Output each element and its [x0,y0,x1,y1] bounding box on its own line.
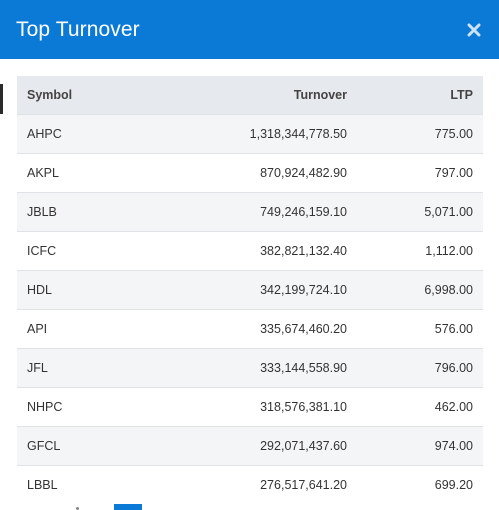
cell-ltp: 797.00 [434,165,473,180]
close-icon [467,23,481,36]
cell-symbol: GFCL [27,438,61,453]
table-row[interactable]: HDL 342,199,724.10 6,998.00 [17,270,483,309]
modal-title: Top Turnover [16,17,140,41]
cell-symbol: HDL [27,282,53,297]
close-button[interactable] [463,19,485,41]
modal-header: Top Turnover [0,0,499,59]
pager-indicator [76,507,79,510]
cell-ltp: 796.00 [434,360,473,375]
cell-turnover: 342,199,724.10 [260,282,347,297]
table-row[interactable]: GFCL 292,071,437.60 974.00 [17,426,483,465]
cell-turnover: 318,576,381.10 [260,399,347,414]
cell-turnover: 292,071,437.60 [260,438,347,453]
cell-turnover: 749,246,159.10 [260,204,347,219]
column-header-ltp[interactable]: LTP [450,87,473,102]
cell-symbol: LBBL [27,477,58,492]
turnover-table: Symbol Turnover LTP AHPC 1,318,344,778.50… [17,76,483,504]
cell-ltp: 699.20 [434,477,473,492]
cell-symbol: AHPC [27,126,62,141]
cell-turnover: 276,517,641.20 [260,477,347,492]
cell-ltp: 974.00 [434,438,473,453]
cell-symbol: JBLB [27,204,57,219]
cell-turnover: 870,924,482.90 [260,165,347,180]
table-row[interactable]: LBBL 276,517,641.20 699.20 [17,465,483,504]
scroll-edge-marker [0,84,3,114]
column-header-turnover[interactable]: Turnover [293,87,347,102]
cell-symbol: JFL [27,360,48,375]
cell-ltp: 6,998.00 [424,282,473,297]
cell-symbol: API [27,321,48,336]
pager-current-page[interactable] [114,504,142,510]
column-header-symbol[interactable]: Symbol [27,87,73,102]
cell-symbol: NHPC [27,399,63,414]
table-header-row: Symbol Turnover LTP [17,76,483,114]
table-row[interactable]: JBLB 749,246,159.10 5,071.00 [17,192,483,231]
cell-turnover: 333,144,558.90 [260,360,347,375]
table-row[interactable]: AKPL 870,924,482.90 797.00 [17,153,483,192]
table-row[interactable]: API 335,674,460.20 576.00 [17,309,483,348]
cell-ltp: 1,112.00 [425,243,473,258]
cell-turnover: 382,821,132.40 [260,243,347,258]
cell-ltp: 462.00 [434,399,473,414]
cell-symbol: ICFC [27,243,57,258]
table-row[interactable]: ICFC 382,821,132.40 1,112.00 [17,231,483,270]
turnover-table-container: Symbol Turnover LTP AHPC 1,318,344,778.50… [17,76,483,504]
table-row[interactable]: JFL 333,144,558.90 796.00 [17,348,483,387]
cell-ltp: 576.00 [434,321,473,336]
table-row[interactable]: AHPC 1,318,344,778.50 775.00 [17,114,483,153]
cell-turnover: 1,318,344,778.50 [249,126,347,141]
cell-symbol: AKPL [27,165,59,180]
cell-ltp: 775.00 [434,126,473,141]
cell-turnover: 335,674,460.20 [260,321,347,336]
table-row[interactable]: NHPC 318,576,381.10 462.00 [17,387,483,426]
cell-ltp: 5,071.00 [424,204,473,219]
